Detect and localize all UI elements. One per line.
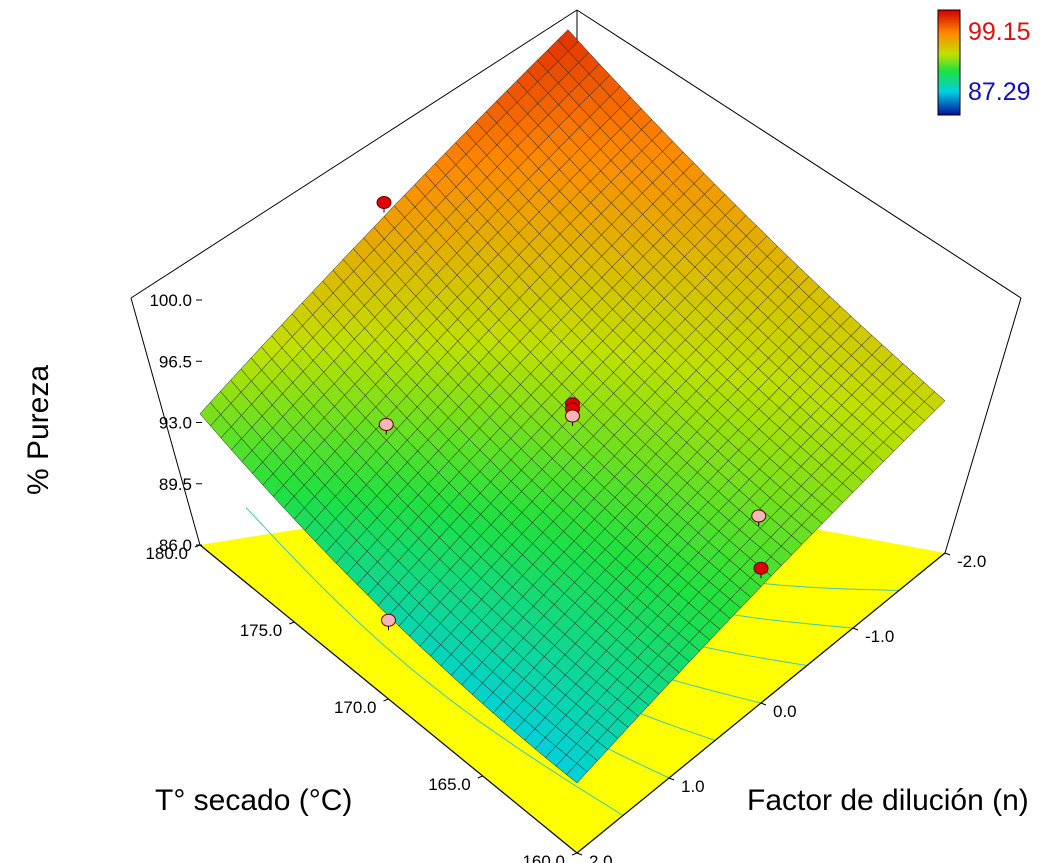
x-tick-label: 165.0 [428, 775, 471, 794]
y-tick-mark [760, 702, 767, 706]
x-axis-title: T° secado (°C) [155, 784, 352, 817]
x-tick-label: 170.0 [334, 698, 377, 717]
x-tick-label: 160.0 [522, 852, 565, 863]
surface-cell [566, 763, 588, 784]
box-edge-left-vertical [130, 297, 201, 546]
y-tick-label: 1.0 [681, 777, 705, 796]
x-tick-mark [571, 852, 578, 856]
x-tick-label: 180.0 [145, 544, 188, 563]
color-bar-max-label: 99.15 [968, 18, 1031, 46]
z-tick-label: 93.0 [159, 414, 192, 433]
y-tick-mark [668, 777, 675, 781]
box-edge-left [130, 9, 578, 299]
y-tick-label: 2.0 [589, 852, 613, 863]
y-tick-label: -2.0 [957, 552, 986, 571]
z-tick-label: 100.0 [149, 291, 192, 310]
z-tick-label: 86.0 [159, 536, 192, 555]
y-tick-label: 0.0 [773, 702, 797, 721]
box-edge-right-vertical [944, 297, 1022, 554]
x-tick-mark [383, 698, 389, 702]
z-tick-label: 96.5 [159, 352, 192, 371]
design-points [376, 196, 769, 631]
color-bar [937, 9, 961, 116]
z-axis-title: % Pureza [22, 365, 55, 495]
box-edge-right [576, 9, 1022, 299]
design-point [565, 409, 580, 423]
design-point [753, 561, 769, 575]
z-tick-label: 89.5 [159, 475, 192, 494]
y-tick-mark [576, 852, 583, 856]
design-point [381, 613, 396, 627]
response-surface [199, 29, 946, 784]
x-tick-mark [477, 775, 483, 779]
y-tick-mark [852, 627, 859, 631]
design-point [378, 418, 394, 431]
design-point [376, 196, 392, 209]
x-tick-mark [289, 621, 295, 625]
x-tick-mark [194, 544, 201, 548]
color-legend: 99.15 87.29 [937, 9, 1031, 116]
x-tick-label: 175.0 [240, 621, 283, 640]
color-bar-min-label: 87.29 [968, 78, 1031, 106]
y-axis-title: Factor de dilución (n) [747, 784, 1029, 817]
y-tick-mark [944, 552, 951, 556]
y-tick-label: -1.0 [865, 627, 894, 646]
floor-contour-line [245, 507, 624, 816]
design-point [751, 509, 767, 523]
